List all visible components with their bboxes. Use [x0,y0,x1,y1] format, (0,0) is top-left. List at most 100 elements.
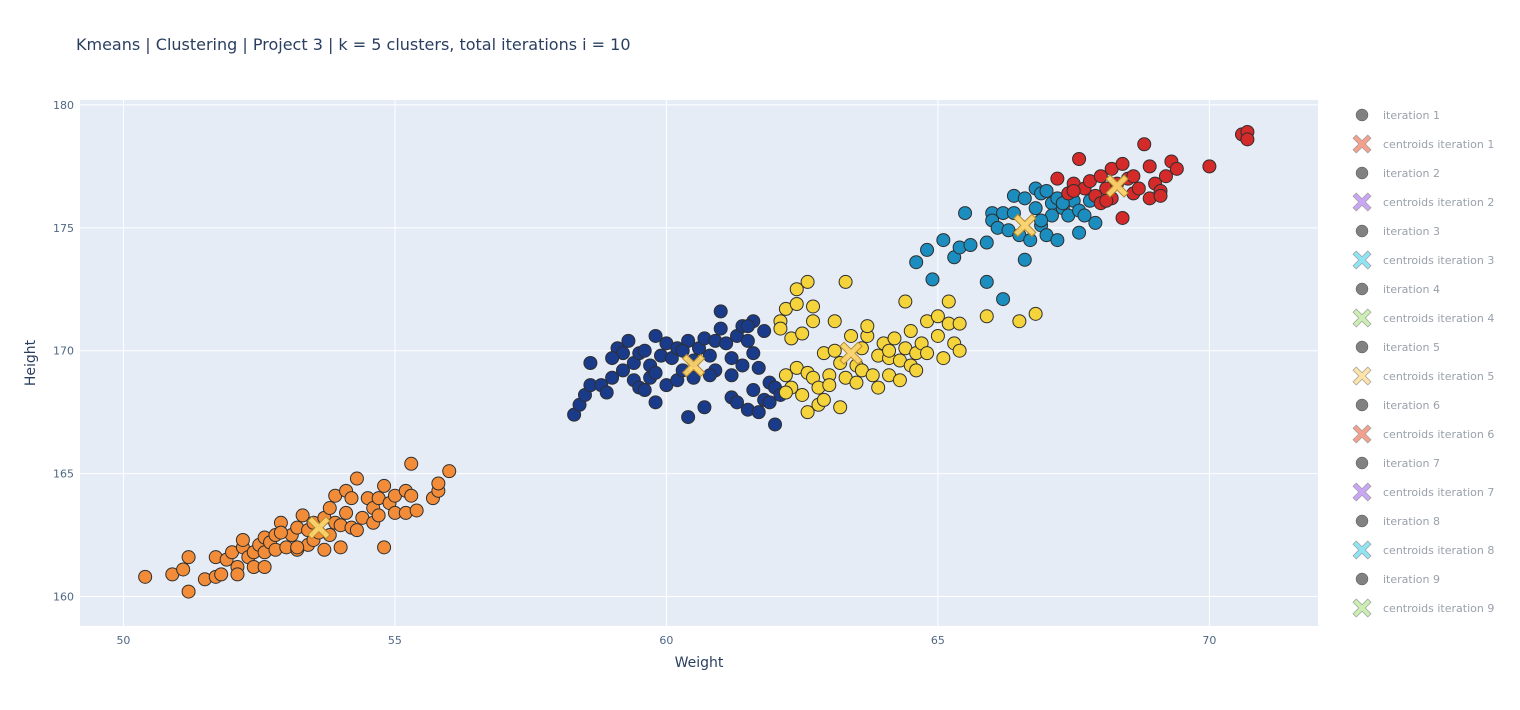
data-point [442,464,457,479]
data-point [778,385,793,400]
centroid-marker [839,341,863,365]
data-point [746,383,761,398]
data-point [637,343,652,358]
data-point [1099,193,1114,208]
data-point [583,356,598,370]
data-point [686,370,701,385]
data-point [637,383,652,398]
x-tick-label: 55 [388,634,402,647]
legend-label: iteration 3 [1383,225,1440,238]
y-tick-label: 175 [53,222,74,235]
grid-layer [80,100,1318,626]
data-point [740,319,755,334]
data-point [648,328,663,343]
data-point [1028,201,1043,216]
data-point [322,501,337,516]
data-point [648,395,663,410]
data-point [930,328,945,343]
data-point [882,343,897,358]
legend-label: iteration 5 [1383,341,1440,354]
legend-item: centroids iteration 5 [1352,366,1494,386]
data-point [138,569,153,584]
data-point [290,540,305,555]
data-point [176,562,191,577]
data-point [339,505,354,520]
data-point [827,314,842,329]
data-point [789,282,804,297]
data-point [795,387,810,402]
legend-item: iteration 9 [1355,572,1440,586]
legend-label: centroids iteration 2 [1383,196,1494,209]
legend-cross-symbol [1352,366,1372,386]
y-tick-label: 165 [53,468,74,481]
data-point [1028,306,1043,321]
legend-item: iteration 6 [1355,398,1440,412]
legend-item: centroids iteration 1 [1352,134,1494,154]
data-point [936,351,951,366]
data-point [816,392,831,407]
data-point [214,567,229,582]
legend-item: iteration 8 [1355,514,1440,528]
data-point [941,294,956,309]
data-point [1115,210,1130,225]
legend: iteration 1 centroids iteration 1 iteratio… [1352,108,1494,618]
data-point [713,321,728,336]
legend-item: centroids iteration 7 [1352,482,1494,502]
x-tick-label: 65 [931,634,945,647]
data-point [768,417,783,432]
data-point [371,508,386,523]
data-point [920,242,935,257]
data-point [713,304,728,319]
legend-cross-symbol [1352,482,1372,502]
data-point [235,532,250,547]
legend-label: iteration 6 [1383,399,1440,412]
data-point [1072,225,1087,240]
legend-point-symbol [1355,108,1369,122]
data-point [806,299,821,314]
legend-item: iteration 1 [1355,108,1440,122]
data-point [1153,188,1168,203]
legend-item: iteration 2 [1355,166,1440,180]
data-point [648,365,663,380]
data-point [952,316,967,331]
data-point [1088,215,1103,230]
legend-item: iteration 7 [1355,456,1440,470]
y-tick-label: 180 [53,99,74,112]
data-point [925,272,940,287]
data-point [1115,156,1130,171]
data-point [273,525,288,540]
data-point [795,326,810,341]
data-point [377,478,392,493]
data-point [599,385,614,400]
centroid-layer [307,174,1129,540]
data-point [1169,161,1184,176]
legend-label: centroids iteration 3 [1383,254,1494,267]
data-point [800,274,815,289]
data-point [1066,183,1081,198]
legend-label: centroids iteration 5 [1383,370,1494,383]
data-point [892,373,907,388]
legend-label: iteration 8 [1383,515,1440,528]
legend-cross-symbol [1352,192,1372,212]
data-point [849,375,864,390]
legend-label: centroids iteration 9 [1383,602,1494,615]
data-point [996,292,1011,307]
data-point [1072,151,1087,166]
data-point [697,400,712,415]
data-point [230,567,245,582]
data-point [605,370,620,385]
data-point [827,343,842,358]
legend-item: centroids iteration 9 [1352,598,1494,618]
legend-label: centroids iteration 6 [1383,428,1494,441]
data-point [1202,159,1217,174]
data-point [1017,252,1032,267]
legend-point-symbol [1355,340,1369,354]
data-point [1023,233,1038,248]
data-point [409,503,424,518]
data-point [979,235,994,250]
legend-item: centroids iteration 2 [1352,192,1494,212]
data-point [822,378,837,393]
data-point [404,456,419,471]
tick-layer: 50 55 60 65 70 160 165 170 175 180 [53,99,1216,647]
